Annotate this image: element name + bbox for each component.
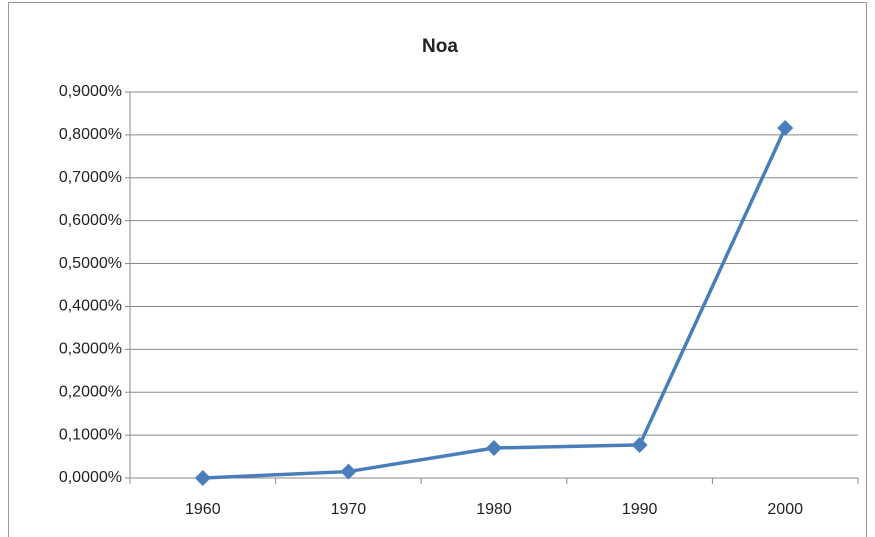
y-tick-label: 0,0000% (59, 469, 122, 486)
x-tick-label: 1990 (622, 501, 658, 518)
y-tick-label: 0,3000% (59, 341, 122, 358)
y-tick-label: 0,1000% (59, 426, 122, 443)
y-tick-label: 0,8000% (59, 126, 122, 143)
y-tick-label: 0,5000% (59, 255, 122, 272)
x-tick-label: 1970 (331, 501, 367, 518)
y-tick-label: 0,7000% (59, 169, 122, 186)
point-marker (777, 120, 794, 137)
y-tick-label: 0,9000% (59, 83, 122, 100)
point-marker (486, 439, 502, 456)
y-tick-label: 0,4000% (59, 298, 122, 315)
point-marker (631, 436, 648, 453)
chart-title: Noa (422, 36, 458, 57)
y-tick-label: 0,6000% (59, 212, 122, 229)
point-marker (340, 463, 357, 480)
x-tick-label: 2000 (767, 501, 803, 518)
y-tick-label: 0,2000% (59, 383, 122, 400)
x-tick-label: 1980 (476, 501, 512, 518)
x-tick-label: 1960 (185, 501, 221, 518)
point-marker (194, 470, 211, 486)
